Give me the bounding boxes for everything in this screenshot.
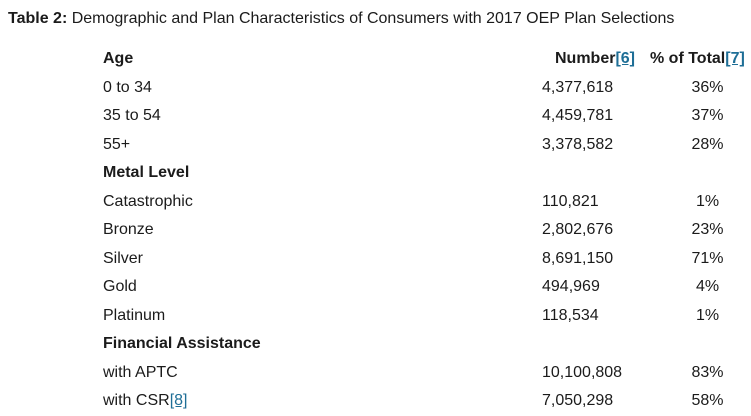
table-caption-prefix: Table 2:	[8, 10, 68, 27]
column-header-percent: % of Total[7]	[650, 50, 751, 68]
row-label: Catastrophic	[103, 193, 540, 211]
row-number-value: 118,534	[542, 306, 599, 324]
table-row: Metal Level	[103, 159, 751, 188]
footnote-link-6[interactable]: [6]	[615, 50, 635, 68]
table-row: with CSR[8] 7,050,298 58%	[103, 387, 751, 416]
row-label-text: Catastrophic	[103, 192, 193, 210]
row-label: Financial Assistance	[103, 335, 540, 353]
row-number-value: 2,802,676	[542, 221, 614, 239]
row-number-value: 4,459,781	[542, 107, 614, 125]
row-label: Silver	[103, 250, 540, 268]
row-number-value: 7,050,298	[542, 392, 614, 410]
table-row: Silver 8,691,150 71%	[103, 245, 751, 274]
row-percent-value: 28%	[691, 135, 724, 153]
row-label: 55+	[103, 136, 540, 154]
table-header-row: Age Number[6] % of Total[7]	[103, 45, 751, 74]
row-label-text: Metal Level	[103, 164, 190, 182]
table-row: 0 to 34 4,377,618 36%	[103, 74, 751, 103]
row-label-text: with CSR	[103, 392, 170, 410]
row-label: with CSR[8]	[103, 392, 540, 410]
footnote-link-7[interactable]: [7]	[725, 50, 745, 68]
row-label-text: Gold	[103, 278, 137, 296]
footnote-link-8[interactable]: [8]	[169, 392, 188, 410]
row-label-text: Silver	[103, 249, 144, 267]
row-percent-value: 37%	[691, 107, 724, 125]
row-label: Bronze	[103, 221, 540, 239]
row-label-text: 35 to 54	[103, 107, 161, 125]
row-label-text: Platinum	[103, 306, 166, 324]
row-label: Gold	[103, 278, 540, 296]
table-row: with APTC 10,100,808 83%	[103, 359, 751, 388]
table-row: Catastrophic 110,821 1%	[103, 188, 751, 217]
row-label: 0 to 34	[103, 79, 540, 97]
row-number-value: 494,969	[542, 278, 600, 296]
row-percent-value: 4%	[695, 278, 720, 296]
row-label-text: 55+	[103, 135, 131, 153]
row-number-value: 110,821	[542, 192, 599, 210]
row-percent-value: 36%	[691, 78, 724, 96]
table-row: 55+ 3,378,582 28%	[103, 131, 751, 160]
table-row: 35 to 54 4,459,781 37%	[103, 102, 751, 131]
column-header-number: Number[6]	[540, 50, 650, 68]
table-caption: Table 2: Demographic and Plan Characteri…	[8, 9, 674, 28]
table-row: Financial Assistance	[103, 330, 751, 359]
row-percent-value: 1%	[695, 306, 720, 324]
data-table: Age Number[6] % of Total[7] 0 to 34 4,377…	[103, 45, 751, 416]
row-label-text: Financial Assistance	[103, 335, 261, 353]
table-body: 0 to 34 4,377,618 36% 35 to 54 4,459,781 37% 5…	[103, 74, 751, 416]
row-percent-value: 83%	[691, 363, 724, 381]
row-label: 35 to 54	[103, 107, 540, 125]
row-percent-value: 1%	[695, 192, 720, 210]
column-header-number-text: Number	[554, 50, 616, 68]
column-header-percent-text: % of Total	[650, 50, 726, 68]
row-number-value: 10,100,808	[542, 363, 623, 381]
row-number-value: 8,691,150	[542, 249, 614, 267]
table-caption-text: Demographic and Plan Characteristics of …	[67, 10, 675, 27]
row-percent-value: 23%	[691, 221, 724, 239]
row-label-text: with APTC	[103, 363, 178, 381]
table-row: Platinum 118,534 1%	[103, 302, 751, 331]
column-header-age: Age	[103, 50, 134, 68]
table-row: Bronze 2,802,676 23%	[103, 216, 751, 245]
row-label-text: 0 to 34	[103, 78, 152, 96]
row-label: Metal Level	[103, 164, 540, 182]
row-label-text: Bronze	[103, 221, 154, 239]
row-label: with APTC	[103, 364, 540, 382]
row-number-value: 4,377,618	[542, 78, 614, 96]
row-percent-value: 71%	[691, 249, 724, 267]
row-label: Platinum	[103, 307, 540, 325]
row-percent-value: 58%	[691, 392, 724, 410]
row-number-value: 3,378,582	[542, 135, 614, 153]
table-row: Gold 494,969 4%	[103, 273, 751, 302]
